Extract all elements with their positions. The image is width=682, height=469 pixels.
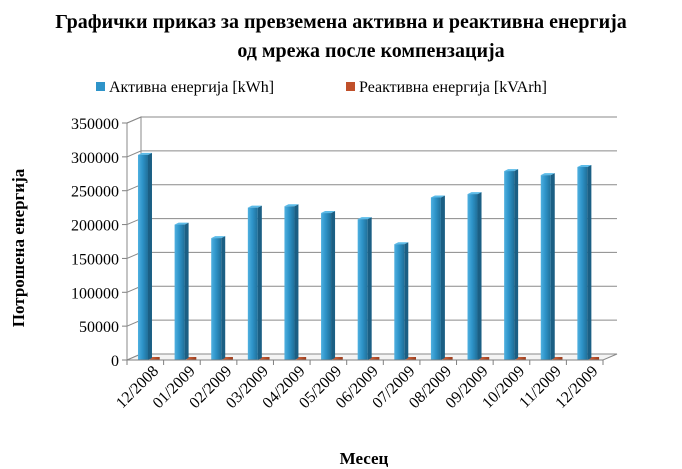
chart-title-line2: од мрежа после компензација [237, 40, 504, 62]
bar-active-side [550, 173, 555, 360]
x-axis-label: Месец [340, 449, 389, 468]
bar-active-top [504, 169, 519, 172]
bar-active [137, 154, 148, 360]
bar-active-side [147, 152, 152, 360]
bar-active-side [477, 192, 482, 360]
chart-title-line1: Графички приказ за превземена активна и … [55, 11, 627, 33]
bar-reactive [442, 357, 453, 360]
bar-active-side [440, 195, 445, 360]
bar-reactive [479, 357, 490, 360]
legend-label-active: Активна енергија [kWh] [109, 79, 274, 96]
bar-reactive [406, 357, 417, 360]
bar-reactive [186, 357, 197, 360]
y-tick-label: 50000 [79, 319, 119, 336]
bar-active-top [394, 242, 409, 245]
bar-active-top [284, 204, 299, 207]
bar-reactive [296, 357, 307, 360]
bar-active-side [221, 236, 226, 360]
bar-active-top [357, 217, 372, 220]
bar-active-side [331, 211, 336, 360]
bar-active [394, 244, 405, 360]
bar-active-top [430, 195, 445, 198]
bar-active-side [257, 205, 262, 360]
y-tick-label: 300000 [71, 150, 119, 167]
bar-active [540, 175, 551, 360]
bar-active [284, 206, 295, 360]
bar-reactive [259, 357, 270, 360]
y-tick-label: 100000 [71, 285, 119, 302]
bar-active [577, 167, 588, 360]
y-tick-label: 0 [111, 353, 119, 370]
y-tick-label: 200000 [71, 218, 119, 235]
y-axis-label: Потрошена енергија [9, 168, 28, 327]
y-tick-label: 250000 [71, 184, 119, 201]
bar-reactive [369, 357, 380, 360]
bar-active [211, 238, 222, 360]
bar-active [504, 171, 515, 360]
y-tick-label: 150000 [71, 251, 119, 268]
bar-reactive [515, 357, 526, 360]
bar-active-side [367, 217, 372, 360]
bar-active [430, 197, 441, 360]
bar-reactive [222, 357, 233, 360]
bar-reactive [552, 357, 563, 360]
legend-label-reactive: Реактивна енергија [kVArh] [359, 79, 547, 96]
bar-active-top [321, 211, 336, 214]
bar-active-top [540, 173, 555, 176]
bar-active-top [467, 192, 482, 195]
bar-active-top [211, 236, 226, 239]
bar-reactive [589, 357, 600, 360]
bar-active-side [184, 222, 189, 360]
bar-active-top [247, 205, 262, 208]
bar-active-side [294, 204, 299, 360]
bar-active-side [404, 242, 409, 360]
bar-active-side [514, 169, 519, 360]
bar-active [357, 219, 368, 360]
bar-active-top [174, 222, 189, 225]
bar-reactive [332, 357, 343, 360]
plot-area: 0 50000 100000 150000 200000 250000 300000 3500… [71, 116, 618, 412]
legend-swatch-reactive [346, 82, 355, 91]
bar-active-top [577, 165, 592, 168]
bar-active [321, 213, 332, 360]
bar-active [174, 224, 185, 360]
y-tick-label: 350000 [71, 116, 119, 133]
bar-reactive [149, 357, 160, 360]
bar-active [247, 207, 258, 360]
bar-active-top [137, 152, 152, 155]
legend: Активна енергија [kWh] Реактивна енергиј… [96, 79, 547, 96]
bar-active-side [587, 165, 592, 360]
legend-swatch-active [96, 82, 105, 91]
bar-active [467, 194, 478, 360]
